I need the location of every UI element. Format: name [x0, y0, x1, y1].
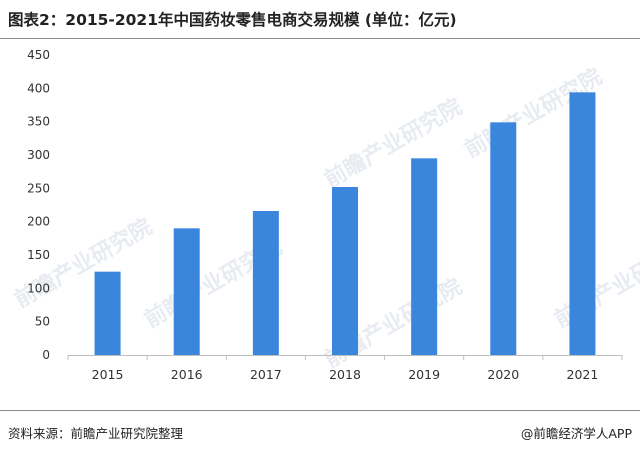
bar-2021 [569, 92, 596, 356]
y-tick-label: 250 [27, 181, 50, 195]
bar-2016 [173, 228, 200, 355]
credit-note: @前瞻经济学人APP [520, 426, 632, 441]
chart-title: 图表2：2015-2021年中国药妆零售电商交易规模 (单位：亿元) [8, 11, 457, 29]
bars-group [94, 92, 596, 356]
y-tick-label: 400 [27, 81, 50, 95]
bar-2020 [490, 122, 517, 355]
source-note: 资料来源：前瞻产业研究院整理 [8, 426, 184, 441]
y-tick-label: 0 [42, 348, 50, 362]
x-tick-label: 2017 [250, 367, 282, 382]
y-axis: 0 50 100 150 200 250 300 350 400 450 [27, 48, 50, 362]
y-tick-label: 450 [27, 48, 50, 62]
y-tick-label: 50 [35, 315, 50, 329]
x-tick-label: 2021 [567, 367, 599, 382]
x-tick-label: 2020 [487, 367, 519, 382]
y-tick-label: 100 [27, 281, 50, 295]
x-axis: 2015 2016 2017 2018 2019 2020 2021 [67, 355, 623, 382]
title-bar: 图表2：2015-2021年中国药妆零售电商交易规模 (单位：亿元) [0, 0, 640, 39]
bar-2017 [252, 211, 279, 355]
bar-2018 [332, 187, 358, 355]
y-tick-label: 200 [27, 215, 50, 229]
bar-chart: 前瞻产业研究院前瞻产业研究院前瞻产业研究院前瞻产业研究院前瞻产业研究院前瞻产业研… [10, 48, 640, 382]
y-tick-label: 300 [27, 148, 50, 162]
y-tick-label: 150 [27, 248, 50, 262]
x-tick-label: 2015 [92, 367, 124, 382]
x-tick-label: 2018 [329, 367, 361, 382]
chart-area: 前瞻产业研究院前瞻产业研究院前瞻产业研究院前瞻产业研究院前瞻产业研究院前瞻产业研… [0, 38, 640, 410]
y-tick-label: 350 [27, 115, 50, 129]
watermark-text: 前瞻产业研究院 [320, 94, 466, 194]
footer: 资料来源：前瞻产业研究院整理 @前瞻经济学人APP [0, 410, 640, 450]
bar-2015 [94, 271, 121, 355]
x-tick-label: 2016 [171, 367, 203, 382]
bar-2019 [411, 158, 438, 355]
x-tick-label: 2019 [408, 367, 440, 382]
